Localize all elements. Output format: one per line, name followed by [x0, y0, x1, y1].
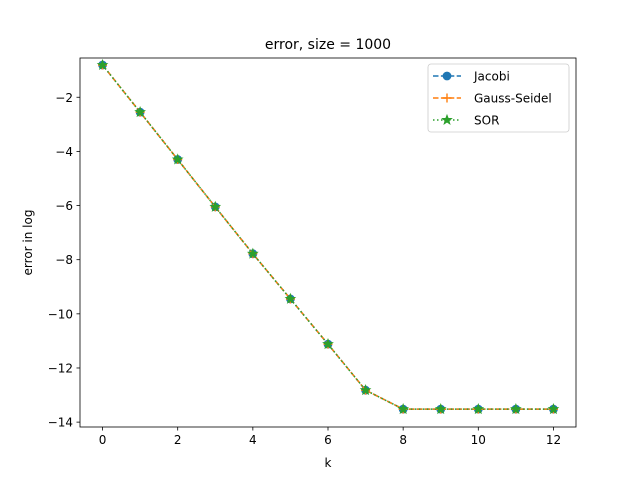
x-tick-label: 12 [546, 433, 561, 447]
y-tick-label: −12 [48, 361, 73, 375]
x-tick-label: 4 [249, 433, 257, 447]
x-tick-label: 0 [99, 433, 107, 447]
data-point [171, 153, 184, 165]
y-tick-label: −6 [55, 199, 73, 213]
y-tick-label: −10 [48, 307, 73, 321]
data-point [397, 402, 409, 415]
data-point [134, 106, 146, 118]
ticks-layer: 0 2 4 6 8 10 12 −14 −12 −10 −8 −6 −4 −2 [48, 91, 561, 447]
data-point [209, 200, 222, 212]
x-axis-label: k [325, 456, 332, 470]
series-layer [96, 58, 560, 415]
legend-label: Gauss-Seidel [474, 92, 552, 106]
legend-label: Jacobi [473, 70, 510, 84]
data-point [322, 338, 334, 350]
y-tick-label: −4 [55, 145, 73, 159]
y-axis-label: error in log [21, 210, 35, 276]
data-point [547, 402, 560, 415]
data-point [359, 384, 372, 396]
chart-title: error, size = 1000 [265, 37, 391, 53]
data-point [96, 58, 109, 71]
legend-marker [441, 113, 453, 125]
x-tick-label: 2 [174, 433, 182, 447]
data-point [284, 292, 297, 304]
legend-marker [442, 71, 452, 81]
y-tick-label: −14 [48, 416, 73, 430]
y-tick-label: −8 [55, 253, 73, 267]
x-tick-label: 10 [471, 433, 486, 447]
data-point [434, 402, 447, 415]
legend: Jacobi Gauss-Seidel SOR [427, 63, 570, 133]
legend-marker [442, 93, 452, 103]
legend-box [427, 63, 570, 133]
legend-item: SOR [433, 114, 499, 128]
legend-label: SOR [474, 114, 499, 128]
data-point [247, 247, 259, 259]
x-tick-label: 8 [399, 433, 407, 447]
legend-item: Gauss-Seidel [433, 92, 552, 106]
data-point [472, 402, 485, 415]
data-point [510, 402, 522, 415]
y-tick-label: −2 [55, 91, 73, 105]
series-sor [96, 58, 560, 415]
legend-item: Jacobi [433, 70, 510, 84]
x-tick-label: 6 [324, 433, 332, 447]
